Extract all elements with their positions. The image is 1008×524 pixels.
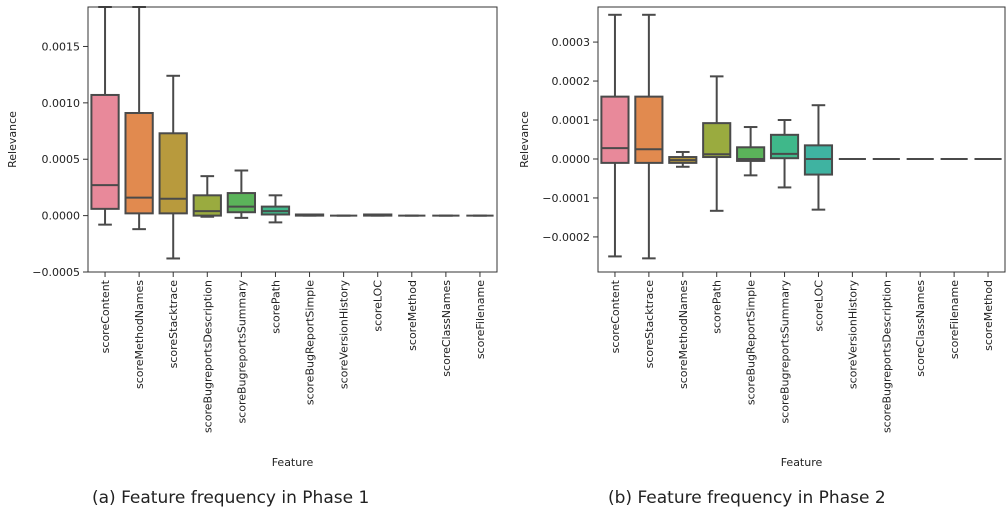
x-tick-label: scoreClassNames: [914, 280, 927, 377]
y-axis-label: Relevance: [6, 111, 19, 168]
x-tick-label: scoreStacktrace: [167, 280, 180, 369]
y-tick-label: 0.0010: [42, 97, 81, 110]
x-tick-label: scoreClassNames: [440, 280, 453, 377]
chart-panel-a: −0.0005 0.0000 0.0005 0.0010 0.0015 scoreCont…: [6, 6, 498, 469]
box-scoreBugreportsSummary: [769, 133, 800, 160]
box-scoreStacktrace: [158, 132, 188, 215]
x-tick-label: scoreContent: [609, 279, 622, 353]
x-tick-label: scorePath: [711, 280, 724, 334]
x-tick-label: scorePath: [269, 280, 282, 334]
y-tick-label: −0.0005: [32, 266, 80, 279]
y-tick-label: 0.0000: [42, 210, 81, 223]
box-scoreStacktrace: [634, 95, 664, 164]
box-scoreBugReportSimple: [736, 146, 766, 162]
x-tick-label: scoreStacktrace: [643, 280, 656, 369]
y-tick-label: 0.0015: [42, 40, 81, 53]
x-tick-label: scoreVersionHistory: [338, 280, 351, 390]
y-tick-label: 0.0005: [42, 153, 81, 166]
x-tick-label: scoreFilename: [948, 280, 961, 359]
box-scoreBugreportsDescription: [192, 194, 222, 217]
axes-frame: [87, 6, 498, 273]
x-tick-label: scoreMethod: [982, 280, 995, 351]
x-tick-label: scoreMethodNames: [133, 280, 146, 389]
box-scoreContent: [90, 93, 120, 210]
y-tick-label: 0.0001: [552, 114, 591, 127]
x-axis-label: Feature: [781, 456, 823, 469]
x-tick-label: scoreBugreportsSummary: [235, 280, 248, 424]
box-scoreBugreportsSummary: [226, 192, 257, 214]
y-tick-label: −0.0002: [542, 231, 590, 244]
x-axis-label: Feature: [272, 456, 314, 469]
x-tick-label: scoreFilename: [474, 280, 487, 359]
box-scorePath: [702, 122, 732, 159]
y-tick-label: 0.0003: [552, 36, 591, 49]
y-tick-label: 0.0000: [552, 153, 591, 166]
x-tick-label: scoreBugReportSimple: [745, 280, 758, 405]
caption-a: (a) Feature frequency in Phase 1: [92, 488, 370, 508]
chart-panel-b: −0.0002 −0.0001 0.0000 0.0001 0.0002 0.0003 sc…: [518, 6, 1006, 469]
x-tick-label: scoreMethod: [406, 280, 419, 351]
caption-b: (b) Feature frequency in Phase 2: [608, 488, 886, 508]
y-axis-label: Relevance: [518, 111, 531, 168]
x-tick-label: scoreVersionHistory: [846, 280, 859, 390]
x-tick-label: scoreBugreportsDescription: [880, 280, 893, 433]
x-tick-label: scoreLOC: [812, 280, 825, 332]
x-tick-label: scoreBugreportsSummary: [779, 280, 792, 424]
axes-frame: [597, 6, 1006, 273]
x-tick-label: scoreBugreportsDescription: [201, 280, 214, 433]
x-tick-label: scoreBugReportSimple: [304, 280, 317, 405]
y-tick-label: 0.0002: [552, 75, 591, 88]
x-tick-label: scoreLOC: [372, 280, 385, 332]
y-tick-label: −0.0001: [542, 192, 590, 205]
box-scoreContent: [600, 95, 630, 164]
x-tick-label: scoreContent: [99, 279, 112, 353]
x-tick-label: scoreMethodNames: [677, 280, 690, 389]
